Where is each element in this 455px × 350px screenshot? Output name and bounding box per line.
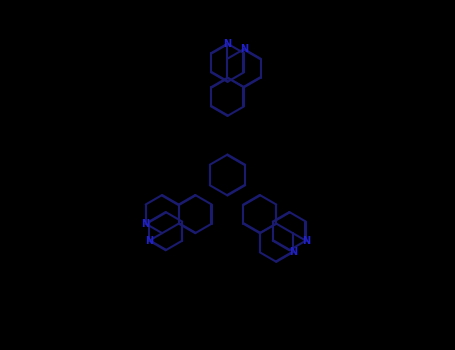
Text: N: N — [240, 44, 248, 54]
Text: N: N — [302, 236, 310, 246]
Text: N: N — [223, 38, 232, 49]
Text: N: N — [145, 236, 153, 246]
Text: N: N — [289, 247, 297, 257]
Text: N: N — [142, 219, 150, 229]
